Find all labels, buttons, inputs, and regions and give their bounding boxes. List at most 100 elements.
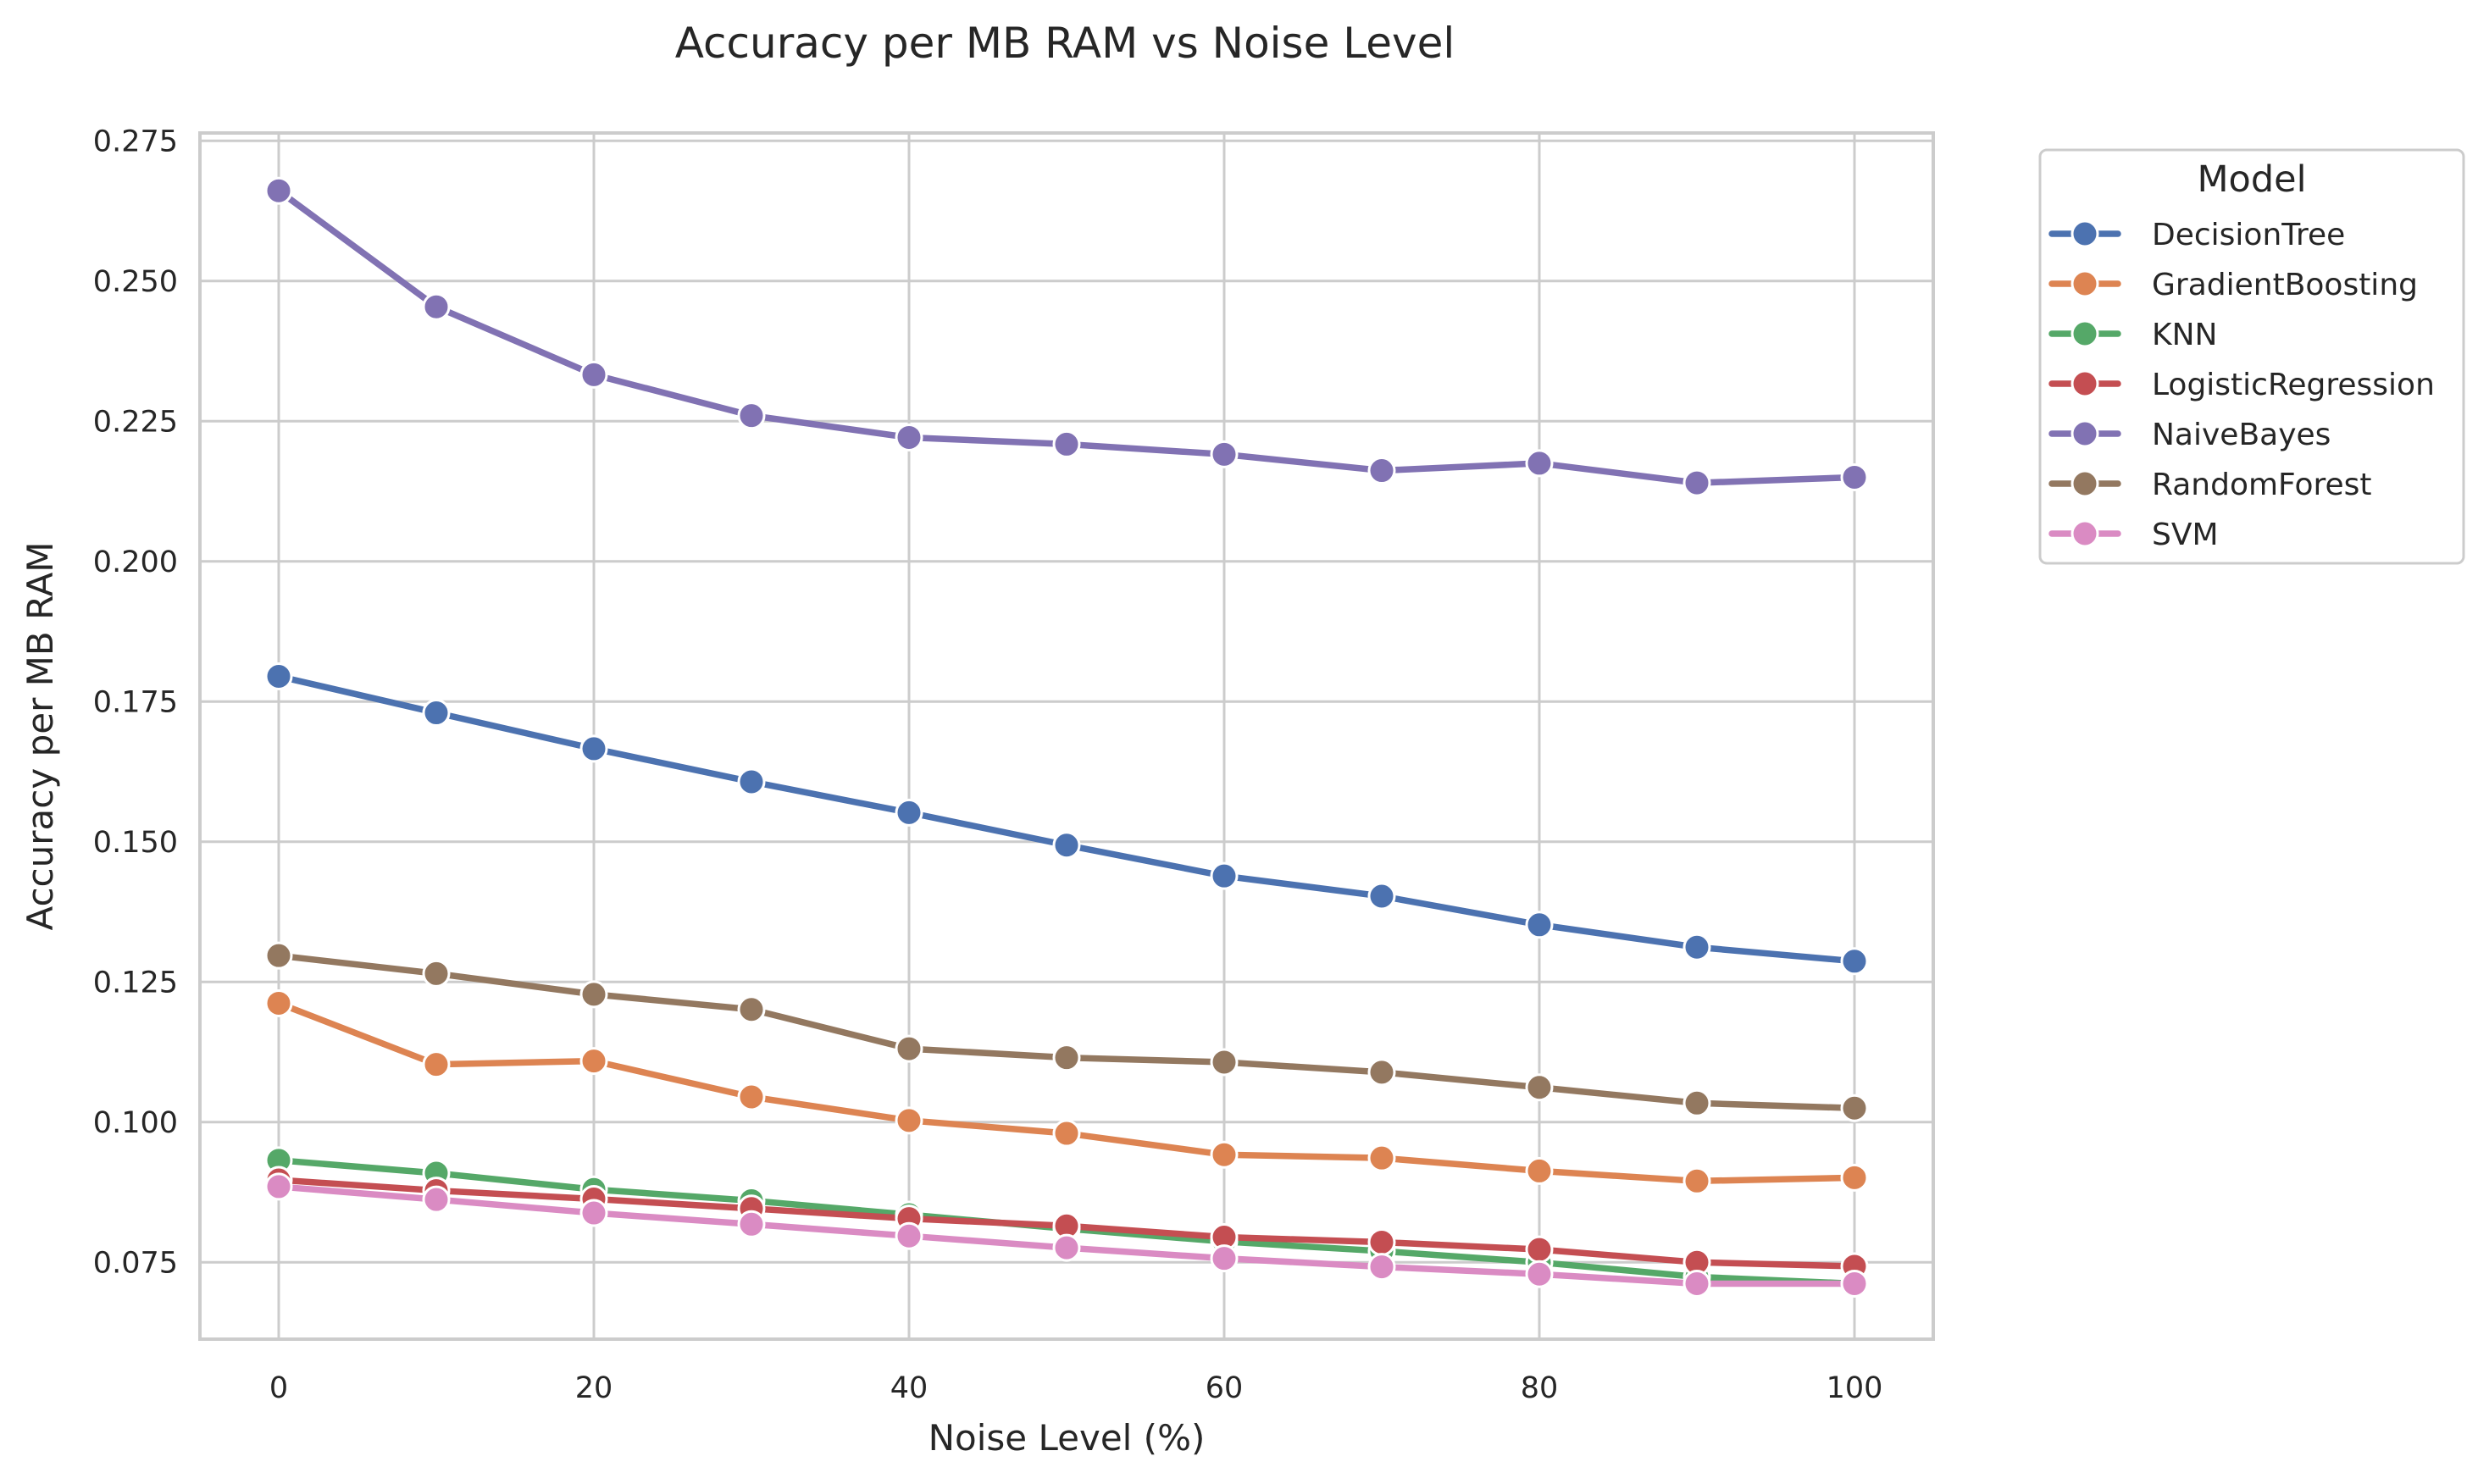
data-point-gradientboosting — [264, 988, 293, 1017]
data-point-naivebayes — [1210, 440, 1239, 468]
data-point-svm — [579, 1199, 608, 1227]
legend-label: KNN — [2152, 318, 2217, 352]
legend-label: NaiveBayes — [2152, 418, 2331, 452]
data-point-gradientboosting — [895, 1106, 923, 1135]
x-tick-label: 40 — [890, 1371, 929, 1405]
data-point-naivebayes — [1682, 468, 1711, 497]
legend-items: DecisionTree GradientBoosting KNN LogisticR… — [2048, 218, 2435, 552]
y-tick-label: 0.100 — [93, 1106, 178, 1140]
data-point-decisiontree — [1210, 861, 1239, 890]
data-point-naivebayes — [579, 360, 608, 389]
legend-item-naivebayes: NaiveBayes — [2048, 418, 2331, 452]
data-point-naivebayes — [737, 401, 766, 430]
data-point-gradientboosting — [737, 1083, 766, 1111]
data-point-naivebayes — [1840, 462, 1869, 491]
x-tick-label: 100 — [1827, 1371, 1883, 1405]
data-point-randomforest — [422, 959, 451, 988]
data-point-naivebayes — [1525, 449, 1554, 478]
x-tick-label: 20 — [575, 1371, 613, 1405]
plot-area — [198, 131, 1935, 1341]
legend-item-decisiontree: DecisionTree — [2048, 218, 2345, 252]
data-point-randomforest — [1210, 1048, 1239, 1077]
legend-item-gradientboosting: GradientBoosting — [2048, 268, 2418, 302]
data-point-logisticregression — [1525, 1235, 1554, 1264]
data-point-decisiontree — [264, 662, 293, 690]
data-point-decisiontree — [737, 767, 766, 796]
legend: Model DecisionTree GradientBoosting KNN Log… — [2038, 148, 2465, 565]
data-point-gradientboosting — [1840, 1163, 1869, 1192]
y-tick-label: 0.175 — [93, 685, 178, 719]
data-point-decisiontree — [1840, 947, 1869, 976]
legend-swatch-marker — [2070, 219, 2099, 248]
data-point-decisiontree — [1367, 882, 1396, 911]
data-point-gradientboosting — [1210, 1140, 1239, 1169]
data-point-svm — [1367, 1253, 1396, 1282]
y-tick-label: 0.225 — [93, 405, 178, 439]
data-point-svm — [737, 1210, 766, 1238]
data-point-svm — [1525, 1260, 1554, 1288]
y-tick-label: 0.075 — [93, 1246, 178, 1280]
legend-label: RandomForest — [2152, 468, 2372, 502]
data-point-naivebayes — [1367, 457, 1396, 485]
data-point-naivebayes — [264, 176, 293, 205]
y-tick-labels: 0.075 0.100 0.125 0.150 0.175 0.200 0.225 0.250… — [93, 125, 178, 1280]
data-point-svm — [422, 1185, 451, 1214]
x-tick-label: 0 — [269, 1371, 288, 1405]
legend-label: GradientBoosting — [2152, 268, 2418, 302]
data-point-randomforest — [1682, 1088, 1711, 1117]
data-point-randomforest — [737, 995, 766, 1024]
data-point-decisiontree — [1682, 933, 1711, 961]
data-point-naivebayes — [1052, 429, 1081, 458]
data-point-decisiontree — [895, 798, 923, 827]
x-axis-label: Noise Level (%) — [929, 1417, 1206, 1459]
data-point-svm — [895, 1221, 923, 1250]
data-point-gradientboosting — [1367, 1143, 1396, 1172]
legend-swatch-marker — [2070, 469, 2099, 498]
data-point-gradientboosting — [579, 1047, 608, 1076]
legend-item-randomforest: RandomForest — [2048, 468, 2372, 502]
legend-label: LogisticRegression — [2152, 368, 2435, 402]
data-point-randomforest — [1052, 1044, 1081, 1072]
x-tick-label: 60 — [1206, 1371, 1244, 1405]
data-point-svm — [264, 1172, 293, 1201]
data-point-decisiontree — [1052, 831, 1081, 860]
y-tick-label: 0.200 — [93, 545, 178, 579]
y-tick-label: 0.275 — [93, 125, 178, 158]
legend-title: Model — [2197, 158, 2306, 201]
data-point-gradientboosting — [1052, 1119, 1081, 1148]
data-point-randomforest — [579, 980, 608, 1009]
y-tick-label: 0.150 — [93, 826, 178, 860]
data-point-decisiontree — [579, 734, 608, 763]
data-point-randomforest — [1367, 1058, 1396, 1087]
data-point-svm — [1210, 1244, 1239, 1273]
y-tick-label: 0.125 — [93, 966, 178, 999]
data-point-randomforest — [264, 941, 293, 970]
plot-frame — [198, 131, 1935, 1341]
series-points — [264, 176, 1869, 1298]
data-point-logisticregression — [1367, 1227, 1396, 1256]
data-point-svm — [1682, 1269, 1711, 1298]
legend-item-logisticregression: LogisticRegression — [2048, 368, 2435, 402]
data-point-randomforest — [1840, 1094, 1869, 1122]
data-point-gradientboosting — [1682, 1166, 1711, 1195]
data-point-naivebayes — [895, 423, 923, 451]
chart-title: Accuracy per MB RAM vs Noise Level — [675, 19, 1455, 68]
legend-item-svm: SVM — [2048, 518, 2219, 552]
x-tick-labels: 0 20 40 60 80 100 — [269, 1371, 1883, 1405]
legend-swatch-marker — [2070, 419, 2099, 448]
legend-label: SVM — [2152, 518, 2219, 552]
x-tick-label: 80 — [1521, 1371, 1559, 1405]
data-point-decisiontree — [1525, 911, 1554, 939]
data-point-randomforest — [895, 1034, 923, 1063]
legend-frame — [2038, 148, 2465, 565]
legend-item-knn: KNN — [2048, 318, 2217, 352]
data-point-gradientboosting — [422, 1050, 451, 1079]
y-tick-label: 0.250 — [93, 265, 178, 299]
legend-swatch-marker — [2070, 269, 2099, 298]
data-point-decisiontree — [422, 699, 451, 728]
legend-swatch-marker — [2070, 369, 2099, 398]
y-axis-label: Accuracy per MB RAM — [19, 541, 61, 930]
data-point-gradientboosting — [1525, 1156, 1554, 1185]
data-point-naivebayes — [422, 292, 451, 321]
